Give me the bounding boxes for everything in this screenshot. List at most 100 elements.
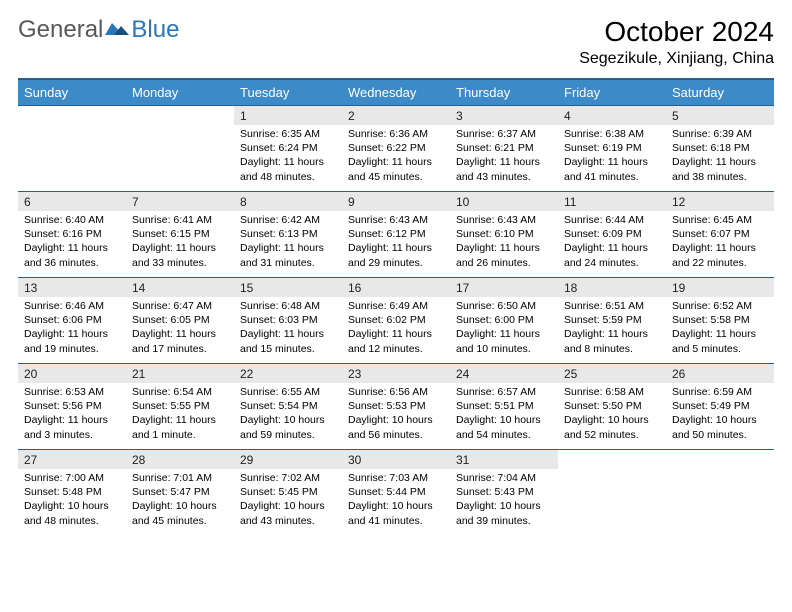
location-label: Segezikule, Xinjiang, China xyxy=(579,50,774,68)
day-data: Sunrise: 6:57 AMSunset: 5:51 PMDaylight:… xyxy=(450,383,558,449)
calendar-cell: 10Sunrise: 6:43 AMSunset: 6:10 PMDayligh… xyxy=(450,192,558,278)
day-data: Sunrise: 6:37 AMSunset: 6:21 PMDaylight:… xyxy=(450,125,558,191)
calendar-cell: 7Sunrise: 6:41 AMSunset: 6:15 PMDaylight… xyxy=(126,192,234,278)
calendar-row: 20Sunrise: 6:53 AMSunset: 5:56 PMDayligh… xyxy=(18,364,774,450)
day-data: Sunrise: 6:36 AMSunset: 6:22 PMDaylight:… xyxy=(342,125,450,191)
day-data: Sunrise: 6:38 AMSunset: 6:19 PMDaylight:… xyxy=(558,125,666,191)
header: General Blue October 2024 Segezikule, Xi… xyxy=(18,16,774,68)
day-data: Sunrise: 6:40 AMSunset: 6:16 PMDaylight:… xyxy=(18,211,126,277)
day-data: Sunrise: 6:54 AMSunset: 5:55 PMDaylight:… xyxy=(126,383,234,449)
day-data: Sunrise: 6:39 AMSunset: 6:18 PMDaylight:… xyxy=(666,125,774,191)
day-number: 14 xyxy=(126,278,234,297)
day-data: Sunrise: 7:00 AMSunset: 5:48 PMDaylight:… xyxy=(18,469,126,536)
calendar-cell-empty xyxy=(18,106,126,192)
day-number: 24 xyxy=(450,364,558,383)
calendar-cell: 1Sunrise: 6:35 AMSunset: 6:24 PMDaylight… xyxy=(234,106,342,192)
day-number: 29 xyxy=(234,450,342,469)
day-number: 8 xyxy=(234,192,342,211)
day-number: 6 xyxy=(18,192,126,211)
calendar-cell: 16Sunrise: 6:49 AMSunset: 6:02 PMDayligh… xyxy=(342,278,450,364)
day-number: 1 xyxy=(234,106,342,125)
logo-icon xyxy=(105,16,129,44)
day-number: 16 xyxy=(342,278,450,297)
day-header-row: SundayMondayTuesdayWednesdayThursdayFrid… xyxy=(18,79,774,106)
day-number: 5 xyxy=(666,106,774,125)
day-data: Sunrise: 6:45 AMSunset: 6:07 PMDaylight:… xyxy=(666,211,774,277)
day-number: 10 xyxy=(450,192,558,211)
day-data: Sunrise: 7:01 AMSunset: 5:47 PMDaylight:… xyxy=(126,469,234,536)
calendar-cell: 23Sunrise: 6:56 AMSunset: 5:53 PMDayligh… xyxy=(342,364,450,450)
day-number: 27 xyxy=(18,450,126,469)
calendar-row: 1Sunrise: 6:35 AMSunset: 6:24 PMDaylight… xyxy=(18,106,774,192)
day-number: 22 xyxy=(234,364,342,383)
calendar-cell: 6Sunrise: 6:40 AMSunset: 6:16 PMDaylight… xyxy=(18,192,126,278)
calendar-cell: 15Sunrise: 6:48 AMSunset: 6:03 PMDayligh… xyxy=(234,278,342,364)
day-data: Sunrise: 7:03 AMSunset: 5:44 PMDaylight:… xyxy=(342,469,450,536)
day-number: 13 xyxy=(18,278,126,297)
day-number: 7 xyxy=(126,192,234,211)
day-data: Sunrise: 6:55 AMSunset: 5:54 PMDaylight:… xyxy=(234,383,342,449)
day-data: Sunrise: 6:41 AMSunset: 6:15 PMDaylight:… xyxy=(126,211,234,277)
day-data: Sunrise: 6:50 AMSunset: 6:00 PMDaylight:… xyxy=(450,297,558,363)
day-data: Sunrise: 6:58 AMSunset: 5:50 PMDaylight:… xyxy=(558,383,666,449)
day-data: Sunrise: 6:51 AMSunset: 5:59 PMDaylight:… xyxy=(558,297,666,363)
calendar-cell: 13Sunrise: 6:46 AMSunset: 6:06 PMDayligh… xyxy=(18,278,126,364)
day-data: Sunrise: 7:04 AMSunset: 5:43 PMDaylight:… xyxy=(450,469,558,536)
title-block: October 2024 Segezikule, Xinjiang, China xyxy=(579,16,774,68)
calendar-body: 1Sunrise: 6:35 AMSunset: 6:24 PMDaylight… xyxy=(18,106,774,536)
day-header: Friday xyxy=(558,79,666,106)
day-number: 9 xyxy=(342,192,450,211)
page-title: October 2024 xyxy=(579,16,774,48)
calendar-cell: 20Sunrise: 6:53 AMSunset: 5:56 PMDayligh… xyxy=(18,364,126,450)
day-number: 11 xyxy=(558,192,666,211)
calendar-cell: 27Sunrise: 7:00 AMSunset: 5:48 PMDayligh… xyxy=(18,450,126,536)
calendar-row: 13Sunrise: 6:46 AMSunset: 6:06 PMDayligh… xyxy=(18,278,774,364)
day-data: Sunrise: 6:52 AMSunset: 5:58 PMDaylight:… xyxy=(666,297,774,363)
day-data: Sunrise: 6:56 AMSunset: 5:53 PMDaylight:… xyxy=(342,383,450,449)
calendar-cell: 19Sunrise: 6:52 AMSunset: 5:58 PMDayligh… xyxy=(666,278,774,364)
day-data: Sunrise: 6:46 AMSunset: 6:06 PMDaylight:… xyxy=(18,297,126,363)
day-number: 25 xyxy=(558,364,666,383)
calendar-cell: 28Sunrise: 7:01 AMSunset: 5:47 PMDayligh… xyxy=(126,450,234,536)
calendar-cell: 24Sunrise: 6:57 AMSunset: 5:51 PMDayligh… xyxy=(450,364,558,450)
calendar-row: 6Sunrise: 6:40 AMSunset: 6:16 PMDaylight… xyxy=(18,192,774,278)
day-data: Sunrise: 6:44 AMSunset: 6:09 PMDaylight:… xyxy=(558,211,666,277)
calendar-cell-empty xyxy=(666,450,774,536)
calendar-cell: 14Sunrise: 6:47 AMSunset: 6:05 PMDayligh… xyxy=(126,278,234,364)
calendar-cell: 25Sunrise: 6:58 AMSunset: 5:50 PMDayligh… xyxy=(558,364,666,450)
calendar-table: SundayMondayTuesdayWednesdayThursdayFrid… xyxy=(18,78,774,536)
calendar-cell: 31Sunrise: 7:04 AMSunset: 5:43 PMDayligh… xyxy=(450,450,558,536)
calendar-cell: 2Sunrise: 6:36 AMSunset: 6:22 PMDaylight… xyxy=(342,106,450,192)
logo-text-blue: Blue xyxy=(131,16,179,44)
day-data: Sunrise: 6:49 AMSunset: 6:02 PMDaylight:… xyxy=(342,297,450,363)
day-header: Saturday xyxy=(666,79,774,106)
day-number: 2 xyxy=(342,106,450,125)
calendar-cell: 26Sunrise: 6:59 AMSunset: 5:49 PMDayligh… xyxy=(666,364,774,450)
calendar-cell: 11Sunrise: 6:44 AMSunset: 6:09 PMDayligh… xyxy=(558,192,666,278)
day-number: 17 xyxy=(450,278,558,297)
logo: General Blue xyxy=(18,16,179,44)
day-number: 19 xyxy=(666,278,774,297)
day-data: Sunrise: 6:47 AMSunset: 6:05 PMDaylight:… xyxy=(126,297,234,363)
calendar-cell-empty xyxy=(558,450,666,536)
calendar-cell: 5Sunrise: 6:39 AMSunset: 6:18 PMDaylight… xyxy=(666,106,774,192)
calendar-cell: 18Sunrise: 6:51 AMSunset: 5:59 PMDayligh… xyxy=(558,278,666,364)
calendar-cell: 12Sunrise: 6:45 AMSunset: 6:07 PMDayligh… xyxy=(666,192,774,278)
calendar-cell: 8Sunrise: 6:42 AMSunset: 6:13 PMDaylight… xyxy=(234,192,342,278)
day-data: Sunrise: 6:48 AMSunset: 6:03 PMDaylight:… xyxy=(234,297,342,363)
calendar-cell: 22Sunrise: 6:55 AMSunset: 5:54 PMDayligh… xyxy=(234,364,342,450)
day-header: Monday xyxy=(126,79,234,106)
calendar-cell: 4Sunrise: 6:38 AMSunset: 6:19 PMDaylight… xyxy=(558,106,666,192)
day-data: Sunrise: 6:53 AMSunset: 5:56 PMDaylight:… xyxy=(18,383,126,449)
day-data: Sunrise: 7:02 AMSunset: 5:45 PMDaylight:… xyxy=(234,469,342,536)
day-number: 18 xyxy=(558,278,666,297)
day-number: 28 xyxy=(126,450,234,469)
day-number: 20 xyxy=(18,364,126,383)
day-header: Wednesday xyxy=(342,79,450,106)
day-data: Sunrise: 6:59 AMSunset: 5:49 PMDaylight:… xyxy=(666,383,774,449)
calendar-cell: 3Sunrise: 6:37 AMSunset: 6:21 PMDaylight… xyxy=(450,106,558,192)
day-number: 15 xyxy=(234,278,342,297)
day-data: Sunrise: 6:43 AMSunset: 6:10 PMDaylight:… xyxy=(450,211,558,277)
day-number: 23 xyxy=(342,364,450,383)
day-number: 4 xyxy=(558,106,666,125)
